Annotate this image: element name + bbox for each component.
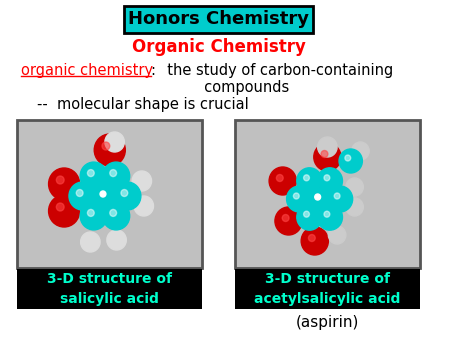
Circle shape bbox=[301, 227, 328, 255]
Circle shape bbox=[269, 167, 296, 195]
Circle shape bbox=[87, 210, 94, 216]
Text: Organic Chemistry: Organic Chemistry bbox=[132, 38, 306, 56]
Text: --  molecular shape is crucial: -- molecular shape is crucial bbox=[37, 97, 249, 112]
Text: (aspirin): (aspirin) bbox=[296, 314, 359, 330]
Circle shape bbox=[324, 211, 330, 217]
Circle shape bbox=[49, 195, 80, 227]
Circle shape bbox=[328, 186, 353, 212]
Circle shape bbox=[100, 191, 106, 197]
Circle shape bbox=[304, 175, 310, 181]
Text: organic chemistry: organic chemistry bbox=[21, 63, 153, 78]
FancyBboxPatch shape bbox=[18, 120, 202, 268]
Circle shape bbox=[56, 176, 64, 184]
Circle shape bbox=[328, 226, 346, 244]
Circle shape bbox=[352, 142, 369, 160]
Circle shape bbox=[276, 174, 283, 182]
Circle shape bbox=[315, 194, 320, 200]
Circle shape bbox=[56, 203, 64, 211]
Circle shape bbox=[334, 193, 340, 199]
Circle shape bbox=[134, 196, 153, 216]
Circle shape bbox=[102, 142, 110, 150]
Circle shape bbox=[324, 175, 330, 181]
Circle shape bbox=[345, 155, 351, 161]
Circle shape bbox=[339, 149, 362, 173]
Circle shape bbox=[308, 187, 331, 211]
Circle shape bbox=[69, 182, 96, 210]
Circle shape bbox=[110, 170, 117, 176]
FancyBboxPatch shape bbox=[235, 120, 420, 268]
Circle shape bbox=[103, 202, 130, 230]
Circle shape bbox=[321, 150, 328, 158]
Circle shape bbox=[81, 232, 100, 252]
Text: 3-D structure of
acetylsalicylic acid: 3-D structure of acetylsalicylic acid bbox=[254, 272, 400, 306]
Circle shape bbox=[105, 132, 124, 152]
Circle shape bbox=[92, 183, 117, 209]
Circle shape bbox=[297, 168, 322, 194]
Circle shape bbox=[314, 143, 341, 171]
Circle shape bbox=[107, 230, 126, 250]
Circle shape bbox=[76, 190, 83, 196]
Circle shape bbox=[293, 193, 299, 199]
Circle shape bbox=[87, 170, 94, 176]
Circle shape bbox=[282, 215, 289, 221]
Circle shape bbox=[80, 202, 108, 230]
Circle shape bbox=[94, 134, 125, 166]
Circle shape bbox=[304, 211, 310, 217]
Text: :: : bbox=[151, 63, 156, 78]
Circle shape bbox=[297, 204, 322, 230]
Circle shape bbox=[346, 178, 363, 196]
Circle shape bbox=[346, 198, 363, 216]
Circle shape bbox=[121, 190, 128, 196]
Circle shape bbox=[308, 235, 315, 241]
FancyBboxPatch shape bbox=[124, 6, 313, 33]
Text: 3-D structure of
salicylic acid: 3-D structure of salicylic acid bbox=[47, 272, 172, 306]
Text: the study of carbon-containing
          compounds: the study of carbon-containing compounds bbox=[158, 63, 394, 95]
Circle shape bbox=[132, 171, 152, 191]
Circle shape bbox=[317, 204, 342, 230]
Circle shape bbox=[114, 182, 141, 210]
Circle shape bbox=[287, 186, 312, 212]
Circle shape bbox=[49, 168, 80, 200]
Text: Honors Chemistry: Honors Chemistry bbox=[128, 10, 309, 28]
FancyBboxPatch shape bbox=[18, 269, 202, 309]
FancyBboxPatch shape bbox=[235, 269, 420, 309]
Circle shape bbox=[317, 168, 342, 194]
Circle shape bbox=[110, 210, 117, 216]
Circle shape bbox=[103, 162, 130, 190]
Circle shape bbox=[318, 137, 337, 157]
Circle shape bbox=[80, 162, 108, 190]
Circle shape bbox=[275, 207, 302, 235]
